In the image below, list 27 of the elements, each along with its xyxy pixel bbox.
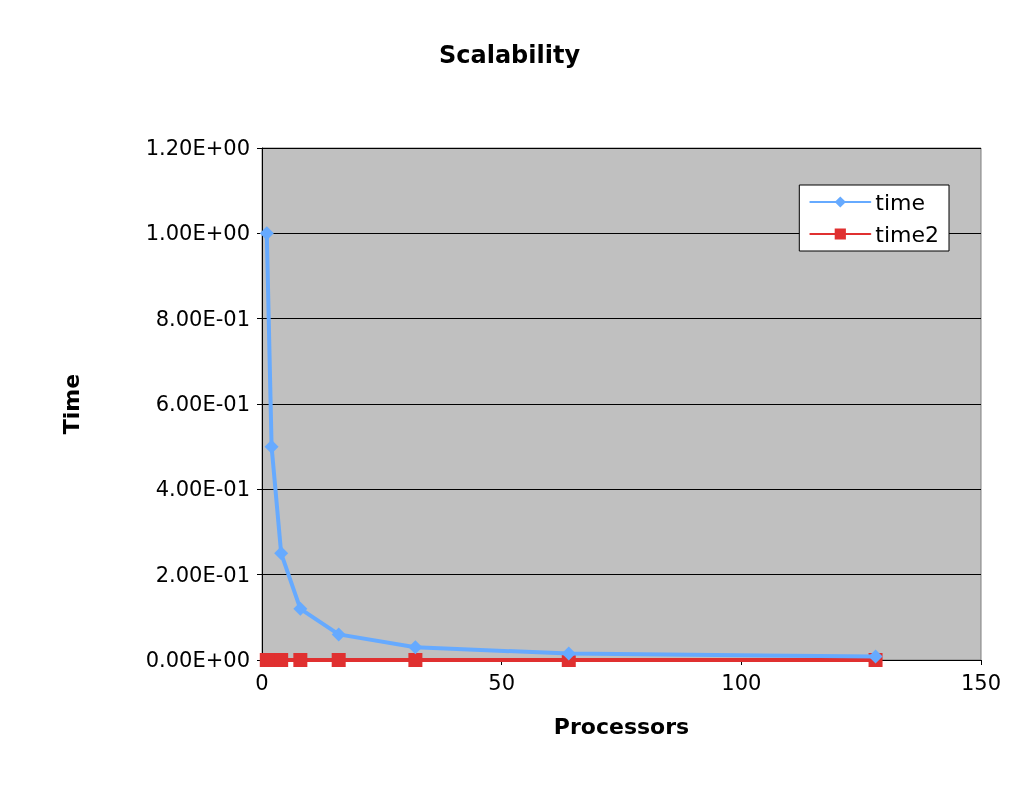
x-tick-label: 150 xyxy=(960,670,1002,695)
point xyxy=(561,646,576,661)
y-tick-label: 6.00E-01 xyxy=(155,392,250,416)
y-axis-title: Time xyxy=(58,373,84,435)
point xyxy=(293,601,308,616)
point xyxy=(259,226,274,241)
point xyxy=(331,653,346,667)
x-axis-title: Processors xyxy=(553,713,690,739)
point xyxy=(264,439,279,454)
point xyxy=(293,653,308,667)
legend-label: time2 xyxy=(875,221,939,247)
point xyxy=(868,649,883,664)
point xyxy=(274,546,289,561)
legend-label: time xyxy=(875,189,926,215)
point xyxy=(408,640,423,655)
y-tick-label: 2.00E-01 xyxy=(155,562,250,587)
x-tick-label: 100 xyxy=(721,670,762,695)
y-tick-label: 0.00E+00 xyxy=(145,648,250,672)
x-tick-label: 0 xyxy=(255,670,269,695)
point xyxy=(408,653,423,667)
y-tick-label: 4.00E-01 xyxy=(155,477,250,502)
y-tick-label: 8.00E-01 xyxy=(155,306,250,331)
y-tick-label: 1.20E+00 xyxy=(145,136,250,160)
y-tick-label: 1.00E+00 xyxy=(145,221,250,246)
point xyxy=(331,627,346,642)
chart-title: Scalability xyxy=(438,41,581,69)
x-tick-label: 50 xyxy=(488,670,516,695)
